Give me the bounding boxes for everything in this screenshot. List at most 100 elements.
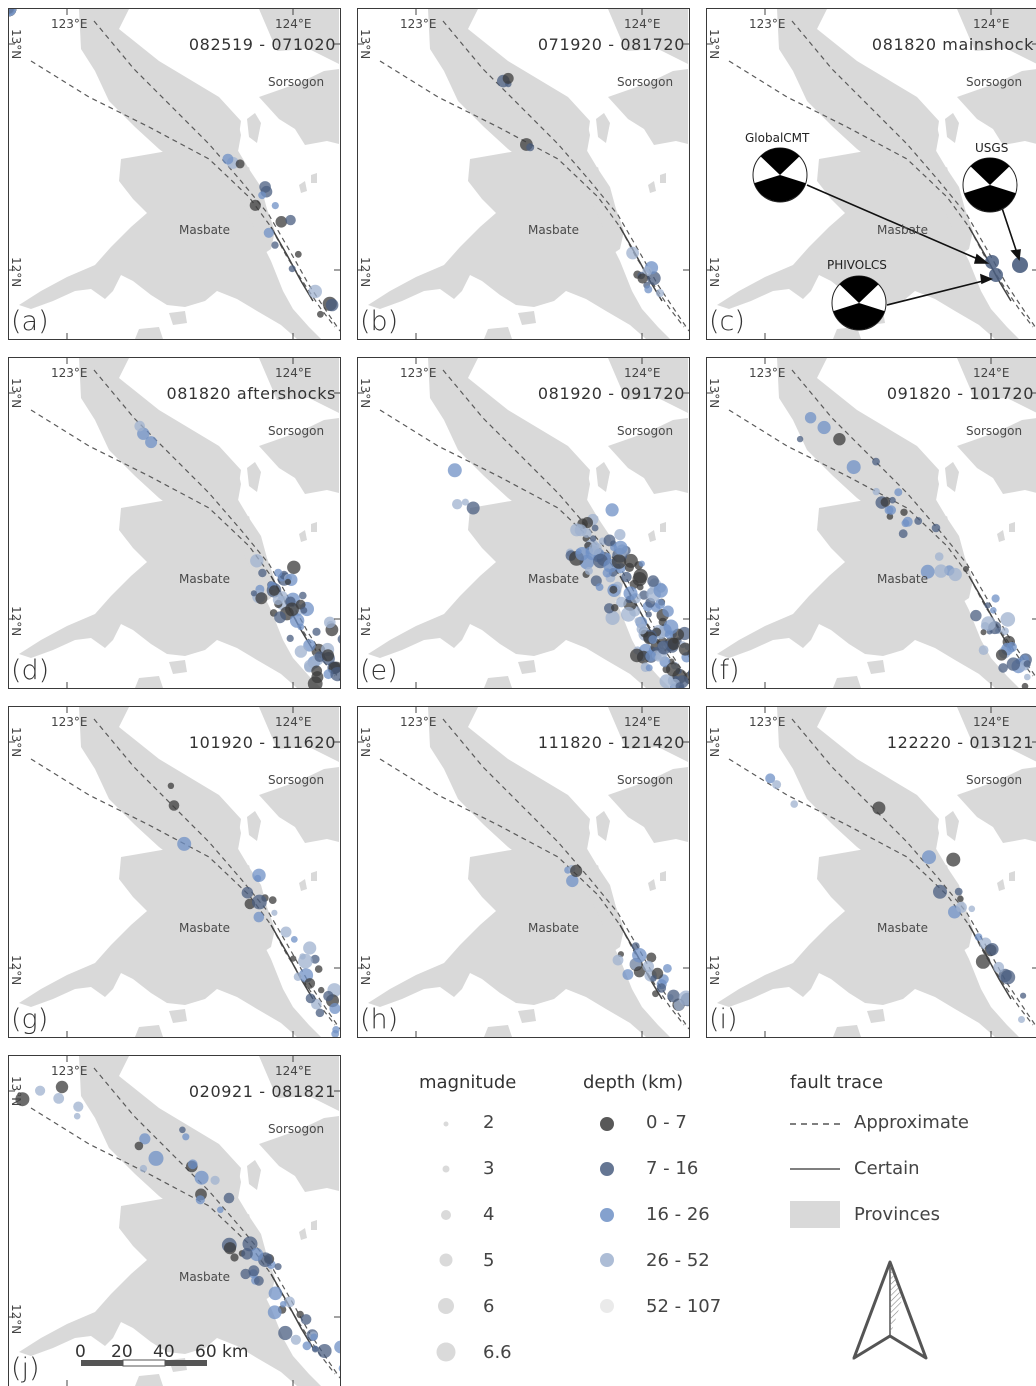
earthquake-event	[639, 590, 649, 600]
depth-symbol	[600, 1299, 614, 1313]
earthquake-event	[991, 594, 1000, 603]
earthquake-event	[73, 1101, 84, 1112]
earthquake-event	[249, 199, 261, 211]
north-arrow-icon	[852, 1260, 928, 1360]
earthquake-event	[914, 517, 923, 525]
earthquake-events	[134, 420, 340, 688]
earthquake-event	[179, 1126, 186, 1134]
panel-label: (f)	[709, 655, 740, 686]
earthquake-event	[302, 1341, 312, 1351]
earthquake-event	[258, 568, 267, 578]
earthquake-event	[633, 966, 645, 978]
earthquake-event	[294, 645, 308, 658]
earthquake-event	[901, 519, 910, 528]
usgs-label: USGS	[975, 141, 1009, 155]
magnitude-label: 5	[483, 1250, 495, 1271]
earthquake-event	[612, 954, 624, 966]
earthquake-event	[15, 1092, 30, 1107]
earthquake-event	[678, 990, 689, 1006]
lon-label-124: 124°E	[973, 715, 1010, 729]
earthquake-events	[497, 72, 665, 298]
earthquake-event	[250, 590, 257, 597]
earthquake-event	[9, 9, 16, 16]
panel-label: (b)	[360, 306, 399, 337]
earthquake-event	[288, 265, 296, 273]
earthquake-event	[321, 649, 335, 662]
earthquake-event	[931, 523, 941, 533]
legend-symbols	[436, 1117, 928, 1362]
earthquake-event	[632, 948, 647, 963]
lat-label-12: 12°N	[707, 955, 721, 986]
earthquake-event	[886, 505, 896, 515]
lon-label-123: 123°E	[400, 17, 437, 31]
earthquake-event	[223, 1192, 235, 1204]
map-canvas	[9, 707, 340, 1037]
earthquake-event	[644, 285, 653, 294]
earthquake-event	[654, 654, 662, 662]
earthquake-event	[284, 1296, 295, 1308]
lon-label-124: 124°E	[973, 366, 1010, 380]
earthquake-event	[187, 1159, 198, 1170]
lat-label-13: 13°N	[358, 378, 372, 409]
place-sorsogon: Sorsogon	[268, 773, 325, 787]
earthquake-event	[970, 609, 982, 622]
earthquake-event	[254, 874, 262, 882]
magnitude-legend-title: magnitude	[419, 1072, 517, 1093]
earthquake-event	[274, 1263, 282, 1271]
panel-label: (a)	[11, 306, 49, 337]
lat-label-13: 13°N	[707, 378, 721, 409]
lon-label-123: 123°E	[400, 366, 437, 380]
earthquake-event	[846, 460, 861, 475]
earthquake-event	[241, 1248, 253, 1260]
panel-label: (d)	[11, 655, 50, 686]
earthquake-event	[332, 1026, 340, 1034]
earthquake-event	[1023, 660, 1031, 668]
lat-label-13: 13°N	[9, 1076, 23, 1107]
earthquake-events	[765, 773, 1027, 1023]
earthquake-event	[570, 864, 583, 877]
earthquake-event	[687, 669, 689, 677]
earthquake-event	[650, 975, 657, 982]
earthquake-event	[872, 801, 886, 815]
earthquake-event	[975, 954, 991, 969]
earthquake-event	[274, 611, 286, 624]
lon-label-123: 123°E	[749, 17, 786, 31]
earthquake-event	[611, 604, 619, 612]
scale-tick-40: 40	[153, 1342, 175, 1362]
earthquake-event	[240, 1268, 251, 1280]
earthquake-event	[286, 634, 294, 642]
earthquake-event	[642, 960, 654, 973]
earthquake-event	[1000, 612, 1016, 627]
lon-label-123: 123°E	[51, 366, 88, 380]
earthquake-event	[304, 978, 316, 989]
earthquake-event	[663, 619, 679, 635]
earthquake-event	[299, 591, 307, 600]
earthquake-event	[195, 1195, 205, 1205]
earthquake-event	[817, 420, 831, 435]
lat-label-12: 12°N	[707, 606, 721, 637]
provinces-land	[19, 358, 339, 688]
earthquake-event	[310, 1333, 318, 1341]
place-masbate: Masbate	[528, 223, 580, 237]
earthquake-event	[314, 965, 323, 973]
panel-label: (c)	[709, 306, 745, 337]
place-sorsogon: Sorsogon	[966, 773, 1023, 787]
map-canvas	[9, 9, 340, 339]
map-panel-c: 123°E 124°E 13°N 12°N Sorsogon Masbate 0…	[706, 8, 1036, 340]
earthquake-event	[329, 1003, 340, 1014]
earthquake-event	[957, 895, 964, 903]
earthquake-event	[655, 289, 665, 298]
earthquake-event	[271, 909, 278, 916]
earthquake-event	[584, 566, 593, 575]
earthquake-event	[290, 936, 298, 943]
earthquake-event	[223, 1242, 237, 1255]
scale-unit: km	[222, 1342, 249, 1362]
earthquake-events	[447, 463, 689, 688]
earthquake-event	[502, 72, 514, 84]
earthquake-event	[790, 800, 798, 808]
magnitude-label: 3	[483, 1158, 495, 1179]
earthquake-event	[1021, 682, 1029, 688]
earthquake-event	[134, 420, 145, 432]
earthquake-event	[653, 583, 668, 598]
earthquake-event	[995, 649, 1008, 661]
